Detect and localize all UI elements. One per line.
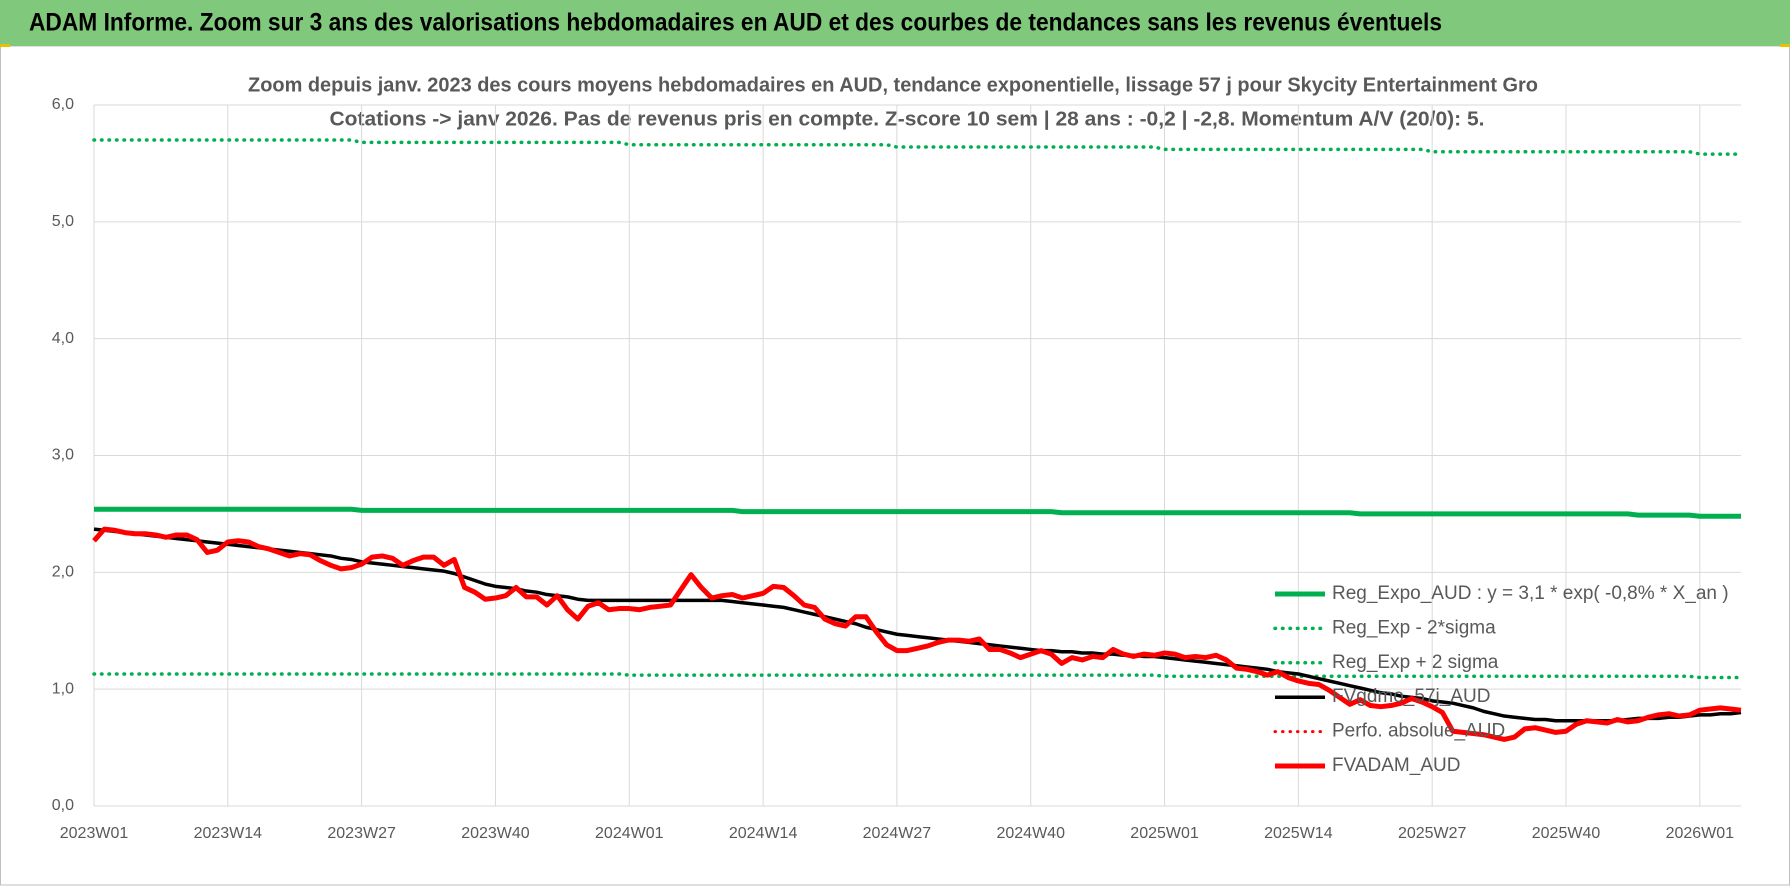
chart-subtitle: Cotations -> janv 2026. Pas de revenus p…	[330, 108, 1485, 130]
legend-label: Reg_Exp - 2*sigma	[1332, 617, 1496, 638]
y-tick-label: 2,0	[52, 564, 74, 581]
y-tick-label: 3,0	[52, 447, 74, 464]
x-tick-label: 2024W40	[996, 825, 1065, 842]
x-tick-label: 2024W01	[595, 825, 664, 842]
corner-marker	[1780, 44, 1790, 47]
x-tick-label: 2025W14	[1264, 825, 1333, 842]
x-tick-label: 2023W14	[194, 825, 263, 842]
series-line	[92, 526, 1742, 742]
chart-subtitle: Zoom depuis janv. 2023 des cours moyens …	[248, 74, 1538, 96]
chart-title: ADAM Informe. Zoom sur 3 ans des valoris…	[29, 9, 1442, 37]
legend-label: Perfo. absolue_AUD	[1332, 721, 1505, 742]
chart-frame	[0, 45, 1790, 886]
y-tick-label: 6,0	[52, 96, 74, 113]
y-tick-label: 5,0	[52, 213, 74, 230]
y-tick-label: 0,0	[52, 797, 74, 814]
x-tick-label: 2025W01	[1130, 825, 1199, 842]
subtitle-background	[240, 70, 1550, 136]
corner-marker	[0, 44, 10, 47]
x-tick-label: 2025W40	[1532, 825, 1601, 842]
legend-label: FVADAM_AUD	[1332, 755, 1460, 776]
legend-label: Reg_Exp + 2 sigma	[1332, 652, 1499, 673]
x-tick-label: 2023W27	[327, 825, 396, 842]
legend-label: FVgdmo_57j_AUD	[1332, 686, 1490, 707]
plot-lines	[92, 138, 1743, 742]
x-tick-label: 2026W01	[1666, 825, 1735, 842]
x-tick-label: 2024W27	[863, 825, 932, 842]
legend-label: Reg_Expo_AUD : y = 3,1 * exp( -0,8% * X_…	[1332, 583, 1729, 604]
grid	[93, 104, 1741, 807]
x-tick-label: 2023W01	[60, 825, 129, 842]
x-tick-label: 2025W27	[1398, 825, 1467, 842]
title-bar	[0, 0, 1790, 46]
axis-labels: 0,0 1,0 2,0 3,0 4,0 5,0 6,0 2023W01 2023W14 2023W…	[52, 96, 1734, 842]
y-tick-label: 1,0	[52, 680, 74, 697]
y-tick-label: 4,0	[52, 330, 74, 347]
series-line	[92, 672, 1743, 680]
x-tick-label: 2023W40	[461, 825, 530, 842]
series-line	[92, 138, 1743, 156]
x-tick-label: 2024W14	[729, 825, 798, 842]
legend: Reg_Expo_AUD : y = 3,1 * exp( -0,8% * X_…	[1273, 583, 1729, 776]
series-line	[93, 527, 1742, 723]
series-line	[94, 506, 1741, 519]
